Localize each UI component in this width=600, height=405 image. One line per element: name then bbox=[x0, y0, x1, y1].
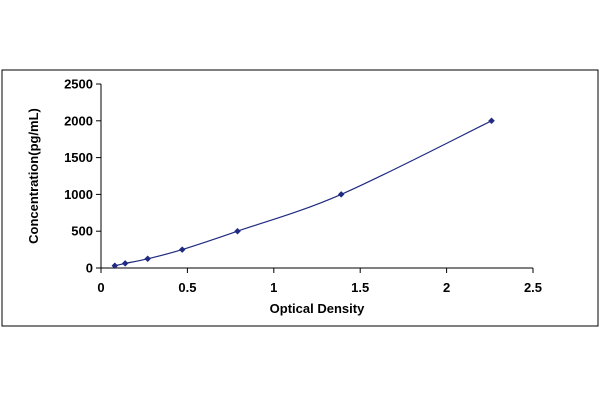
ticks: 0 500 1000 1500 2000 2500 0 0.5 1 1.5 2 2.5 bbox=[64, 77, 542, 296]
y-tick-label: 2000 bbox=[64, 113, 93, 128]
axes bbox=[100, 84, 533, 269]
data-point bbox=[178, 246, 186, 253]
y-axis-title: Concentration(pg/mL) bbox=[26, 108, 41, 244]
x-tick-label: 1 bbox=[270, 280, 277, 295]
data-point bbox=[111, 262, 119, 270]
x-axis-title: Optical Density bbox=[270, 301, 365, 316]
y-tick-label: 1500 bbox=[64, 150, 93, 165]
x-tick-label: 1.5 bbox=[351, 280, 369, 295]
x-tick-label: 0 bbox=[97, 280, 104, 295]
data-point bbox=[144, 255, 152, 263]
y-tick-label: 0 bbox=[86, 261, 93, 276]
x-tick-label: 0.5 bbox=[178, 280, 196, 295]
y-tick-label: 500 bbox=[71, 224, 93, 239]
data-point bbox=[234, 227, 241, 235]
data-point bbox=[337, 191, 345, 198]
y-tick-label: 1000 bbox=[64, 187, 93, 202]
x-tick-label: 2 bbox=[443, 280, 450, 295]
data-point bbox=[488, 117, 495, 125]
y-tick-label: 2500 bbox=[64, 77, 93, 92]
x-tick-label: 2.5 bbox=[524, 280, 542, 295]
data-points bbox=[111, 117, 495, 270]
data-point bbox=[121, 260, 129, 267]
